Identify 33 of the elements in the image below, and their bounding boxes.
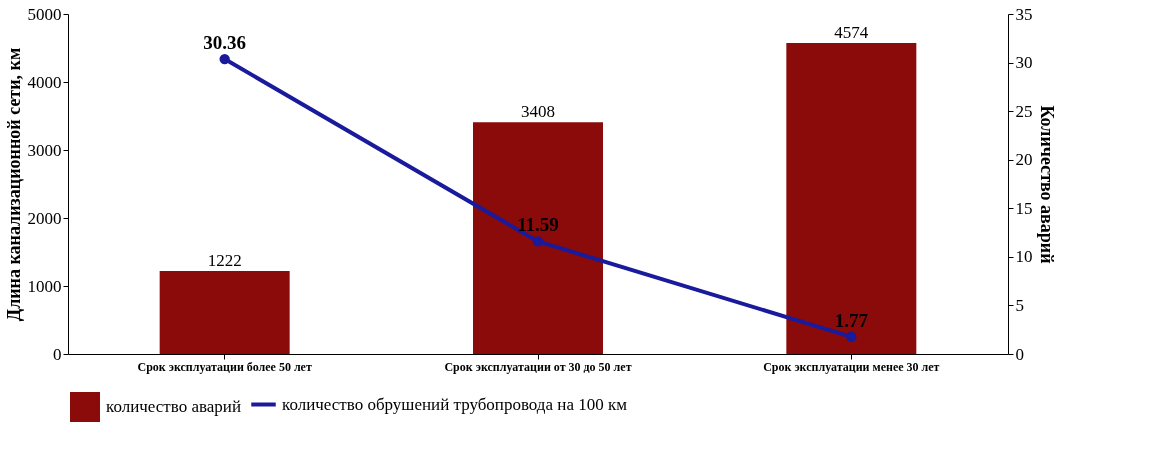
legend-label: количество обрушений трубопровода на 100 км [282, 394, 628, 414]
data-label: 3408 [521, 102, 555, 122]
y2-tick-label: 0 [1015, 344, 1024, 364]
point [532, 236, 544, 247]
y-tick-label: 1000 [27, 276, 62, 296]
bar [159, 270, 290, 354]
data-label: 1222 [207, 250, 242, 270]
bar [786, 42, 917, 354]
data-label: 4574 [834, 22, 869, 42]
y2-tick-label: 35 [1015, 4, 1033, 24]
x-tick-label: Срок эксплуатации менее 30 лет [763, 359, 940, 374]
data-label: 11.59 [517, 214, 559, 236]
y-axis-title: Длина канализационной сети, км [3, 47, 24, 322]
y2-axis-title: Количество аварий [1036, 105, 1057, 264]
y-tick-label: 3000 [27, 140, 62, 160]
point [219, 53, 230, 65]
y-tick-label: 0 [53, 344, 62, 364]
data-label: 1.77 [834, 309, 869, 331]
y-tick-label: 5000 [27, 4, 62, 24]
y-tick-label: 4000 [27, 72, 62, 92]
point [846, 331, 857, 342]
y2-tick-label: 30 [1015, 53, 1033, 73]
y2-tick-label: 10 [1015, 247, 1033, 267]
y2-tick-label: 25 [1015, 101, 1033, 121]
legend-label: количество аварий [106, 397, 241, 416]
y-tick-label: 2000 [27, 208, 62, 228]
y2-tick-label: 5 [1015, 295, 1024, 315]
data-label: 30.36 [203, 32, 247, 54]
bar [473, 122, 603, 354]
y2-tick-label: 20 [1015, 150, 1033, 170]
x-tick-label: Срок эксплуатации более 50 лет [137, 359, 312, 374]
x-tick-label: Срок эксплуатации от 30 до 50 лет [444, 359, 632, 374]
y2-tick-label: 15 [1015, 198, 1033, 218]
